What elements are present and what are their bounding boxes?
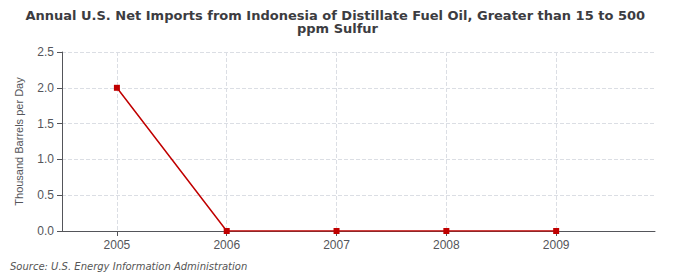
svg-text:2008: 2008 (433, 238, 460, 252)
svg-text:0.5: 0.5 (37, 188, 54, 202)
svg-text:1.0: 1.0 (37, 152, 54, 166)
svg-text:2.5: 2.5 (37, 45, 54, 59)
svg-text:2005: 2005 (104, 238, 131, 252)
svg-text:ppm Sulfur: ppm Sulfur (297, 21, 379, 36)
svg-text:1.5: 1.5 (37, 117, 54, 131)
svg-text:Annual U.S. Net Imports from I: Annual U.S. Net Imports from Indonesia o… (25, 8, 650, 23)
svg-text:Source: U.S. Energy Informatio: Source: U.S. Energy Information Administ… (10, 261, 247, 272)
svg-text:2.0: 2.0 (37, 81, 54, 95)
svg-text:2006: 2006 (213, 238, 240, 252)
svg-text:2009: 2009 (543, 238, 570, 252)
svg-text:2007: 2007 (323, 238, 350, 252)
svg-text:Thousand Barrels per Day: Thousand Barrels per Day (13, 77, 25, 206)
svg-text:0.0: 0.0 (37, 224, 54, 238)
